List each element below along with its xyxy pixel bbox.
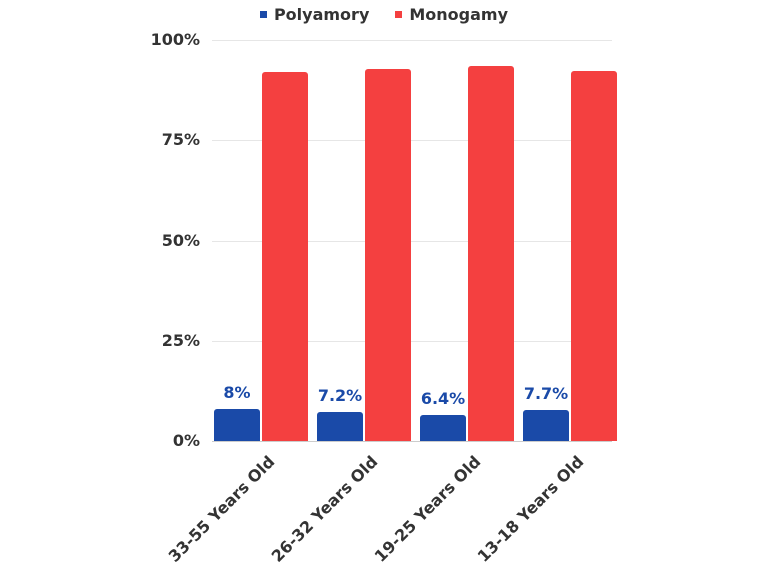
- gridline: [212, 241, 612, 242]
- x-tick-label: 26-32 Years Old: [267, 452, 382, 566]
- legend-label: Polyamory: [273, 5, 370, 24]
- legend-label: Monogamy: [409, 5, 509, 24]
- x-tick-label: 33-55 Years Old: [164, 452, 279, 566]
- bar-polyamory[interactable]: [317, 412, 363, 441]
- bar-polyamory[interactable]: [420, 415, 466, 441]
- y-tick-label: 25%: [161, 331, 200, 350]
- data-label: 8%: [223, 382, 251, 402]
- bar-monogamy[interactable]: [365, 68, 411, 441]
- gridline: [212, 140, 612, 141]
- data-label: 7.2%: [317, 386, 363, 406]
- polyamory-swatch-icon: [259, 11, 267, 18]
- x-tick-label: 13-18 Years Old: [473, 452, 588, 566]
- legend-item-monogamy[interactable]: Monogamy: [395, 5, 508, 24]
- bar-monogamy[interactable]: [571, 70, 617, 441]
- gridline: [212, 341, 612, 342]
- legend-item-polyamory[interactable]: Polyamory: [259, 5, 370, 24]
- bar-monogamy[interactable]: [262, 72, 308, 441]
- bar-polyamory[interactable]: [523, 410, 569, 441]
- y-tick-label: 0%: [172, 431, 200, 450]
- x-tick-label: 19-25 Years Old: [370, 452, 485, 566]
- x-axis-line: [212, 441, 612, 442]
- bar-monogamy[interactable]: [468, 65, 514, 441]
- y-tick-label: 100%: [150, 30, 200, 49]
- data-label: 7.7%: [523, 384, 569, 404]
- gridline: [212, 40, 612, 41]
- bar-polyamory[interactable]: [214, 408, 260, 441]
- monogamy-swatch-icon: [395, 11, 403, 18]
- y-tick-label: 75%: [161, 130, 200, 149]
- chart-legend: Polyamory Monogamy: [0, 5, 768, 24]
- data-label: 6.4%: [420, 389, 466, 409]
- y-tick-label: 50%: [161, 231, 200, 250]
